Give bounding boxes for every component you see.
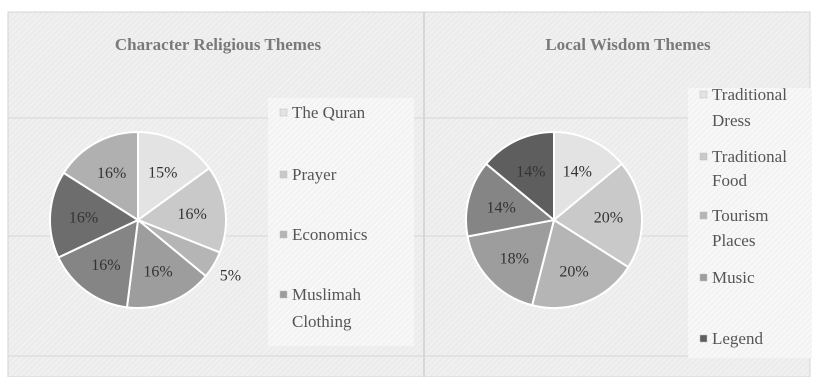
pie-slice [137, 130, 211, 222]
legend-swatch [699, 152, 708, 161]
legend-swatch [279, 290, 288, 299]
slice-data-label: 16% [91, 257, 120, 274]
legend-label: Legend [712, 329, 763, 348]
legend-label: Muslimah Clothing [292, 285, 361, 331]
legend-label: Economics [292, 225, 368, 244]
legend-swatch [699, 90, 708, 99]
legend-entry: Prayer [279, 165, 337, 184]
legend-entry: Traditional Dress [699, 85, 787, 130]
pie-slice [62, 130, 139, 222]
pie-slice [553, 130, 624, 223]
legend-label: Prayer [292, 165, 337, 184]
legend-entry: Legend [699, 329, 763, 348]
pie-slice [466, 218, 556, 307]
legend-label: Traditional Dress [712, 85, 787, 130]
chart-title: Local Wisdom Themes [545, 35, 711, 54]
slice-data-label: 15% [148, 164, 177, 181]
pie-slice [57, 218, 140, 309]
legend-label: Music [712, 268, 755, 287]
slice-data-label: 18% [500, 250, 529, 267]
slice-data-label: 14% [516, 164, 545, 181]
legend-swatch [279, 170, 288, 179]
legend-entry: Tourism Places [699, 206, 768, 250]
slice-data-label: 16% [69, 210, 98, 227]
slice-data-label: 20% [559, 264, 588, 281]
legend-entry: The Quran [279, 103, 366, 122]
legend-swatch [279, 230, 288, 239]
slice-data-label: 14% [486, 199, 515, 216]
legend-swatch [699, 334, 708, 343]
pie-slice [530, 218, 630, 309]
pie-slice [135, 166, 227, 254]
slice-data-label: 14% [563, 164, 592, 181]
legend-box [688, 88, 812, 358]
legend-entry: Economics [279, 225, 368, 244]
pie-slice [552, 162, 643, 269]
legend-entry: Muslimah Clothing [279, 285, 361, 331]
legend-entry: Music [699, 268, 755, 287]
slice-data-label: 20% [594, 210, 623, 227]
chart-title: Character Religious Themes [115, 35, 322, 54]
legend-label: The Quran [292, 103, 366, 122]
slice-data-label: 5% [220, 268, 241, 285]
slice-data-label: 16% [143, 264, 172, 281]
pie-chart-1: Character Religious Themes 15% 16% 5% 16% 16%… [49, 35, 414, 346]
pie-chart-2: Local Wisdom Themes 14% 20% 20% 18% 14% 14% Tra… [465, 35, 812, 358]
legend-swatch [699, 211, 708, 220]
pie-slice [125, 218, 208, 309]
pie-slice [465, 162, 557, 238]
legend-box [268, 98, 414, 346]
pie-slice [484, 130, 555, 223]
slice-data-label: 16% [97, 165, 126, 182]
legend-swatch [699, 273, 708, 282]
pie-slice [49, 171, 141, 259]
slice-data-label: 16% [177, 206, 206, 223]
legend-entry: Traditional Food [699, 147, 787, 190]
legend-label: Tourism Places [712, 206, 768, 250]
legend-swatch [279, 108, 288, 117]
legend-label: Traditional Food [712, 147, 787, 190]
